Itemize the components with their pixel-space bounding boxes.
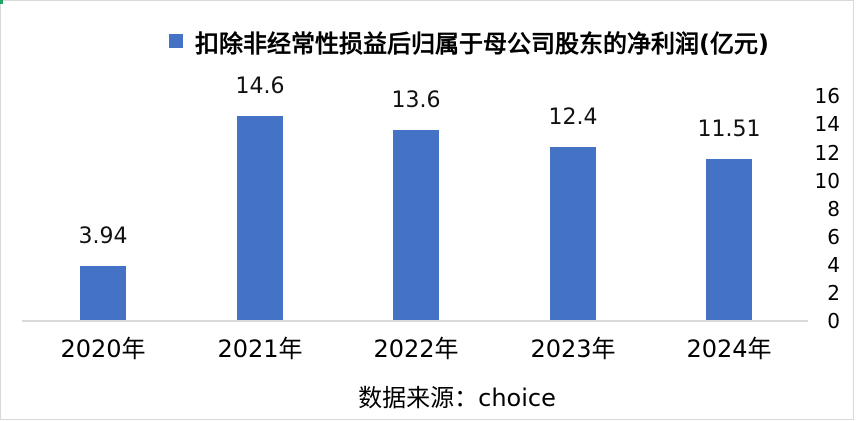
source-note: 数据来源：choice xyxy=(358,384,556,412)
x-axis-label-2021年: 2021年 xyxy=(217,335,303,363)
data-label-2022年: 13.6 xyxy=(391,88,441,113)
y-tick-label-8: 8 xyxy=(827,197,840,221)
x-axis-label-2020年: 2020年 xyxy=(60,335,146,363)
y-tick-label-12: 12 xyxy=(814,141,840,165)
bar-2023年 xyxy=(550,147,596,321)
y-tick-label-4: 4 xyxy=(827,253,840,277)
bar-2021年 xyxy=(237,116,283,321)
bar-2022年 xyxy=(393,130,439,321)
data-label-2021年: 14.6 xyxy=(235,74,285,99)
legend-label: 扣除非经常性损益后归属于母公司股东的净利润(亿元) xyxy=(195,29,769,58)
y-tick-label-14: 14 xyxy=(814,112,840,136)
x-axis-line xyxy=(22,320,808,322)
data-label-2020年: 3.94 xyxy=(78,224,128,249)
chart-legend: 扣除非经常性损益后归属于母公司股东的净利润(亿元) xyxy=(169,27,769,58)
bar-2024年 xyxy=(706,159,752,321)
x-axis-label-2024年: 2024年 xyxy=(686,335,772,363)
x-axis-label-2022年: 2022年 xyxy=(373,335,459,363)
y-tick-label-10: 10 xyxy=(814,169,840,193)
x-axis-label-2023年: 2023年 xyxy=(530,335,616,363)
legend-swatch-icon xyxy=(169,34,183,48)
y-tick-label-0: 0 xyxy=(827,309,840,333)
bar-2020年 xyxy=(80,266,126,321)
y-tick-label-6: 6 xyxy=(827,225,840,249)
y-tick-label-2: 2 xyxy=(827,281,840,305)
y-tick-label-16: 16 xyxy=(814,84,840,108)
corner-artifact-dot xyxy=(0,0,3,4)
data-label-2023年: 12.4 xyxy=(548,105,598,130)
data-label-2024年: 11.51 xyxy=(697,117,761,142)
